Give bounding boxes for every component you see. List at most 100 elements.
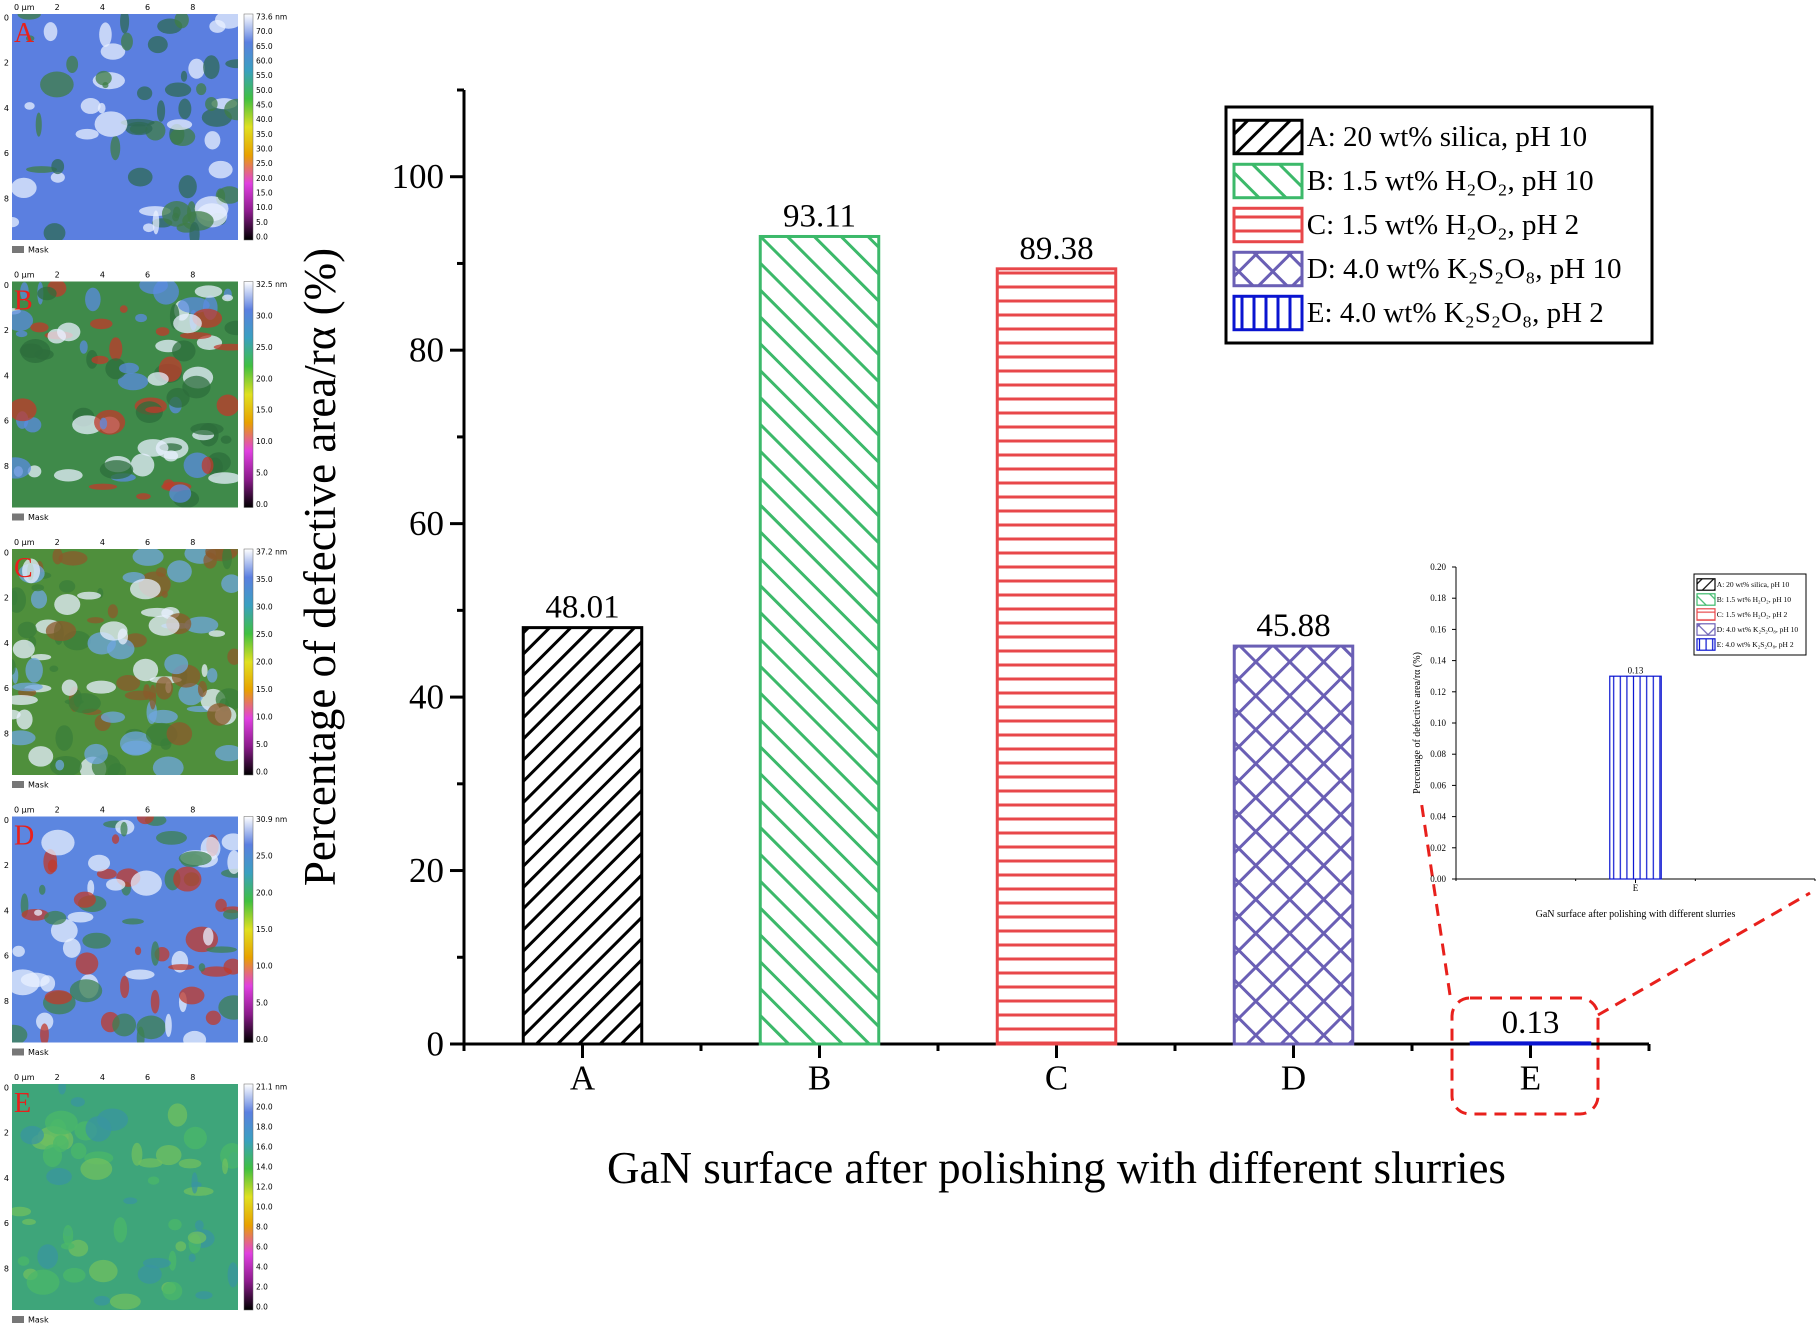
afm-feature: [88, 1259, 118, 1283]
afm-feature: [99, 460, 134, 480]
afm-feature: [45, 620, 77, 641]
afm-feature: [153, 281, 179, 305]
afm-feature: [222, 549, 232, 570]
y-tick-label: 0.20: [1430, 562, 1446, 572]
value-label: 0.13: [1628, 666, 1644, 676]
afm-y-label: 4: [4, 906, 9, 915]
colorbar-label: 32.5 nm: [256, 280, 287, 289]
colorbar-label: 10.0: [256, 962, 273, 971]
legend-label: B: 1.5 wt% H₂O₂, pH 10: [1717, 595, 1791, 604]
afm-y-label: 6: [4, 952, 9, 961]
afm-feature: [58, 1084, 66, 1095]
value-label: 48.01: [545, 590, 619, 626]
mask-swatch: [12, 1316, 24, 1323]
afm-feature: [121, 32, 133, 51]
afm-feature: [155, 676, 174, 700]
afm-feature: [140, 607, 174, 618]
afm-feature: [187, 1231, 207, 1244]
afm-feature: [102, 82, 109, 89]
afm-feature: [130, 870, 162, 896]
afm-y-label: 2: [4, 861, 9, 870]
bar: [758, 234, 881, 1046]
afm-y-label: 0: [4, 816, 9, 825]
afm-feature: [138, 1158, 163, 1168]
afm-feature: [223, 909, 238, 920]
afm-y-label: 2: [4, 594, 9, 603]
bar: [1469, 1041, 1592, 1046]
afm-feature: [168, 1250, 177, 1271]
afm-panel: 0 µm 2 4 6 8 0 2 4 6 8 A 73.6 nm 70.0 65.0 60.0 55.0 50.…: [4, 3, 287, 255]
afm-feature: [87, 879, 95, 896]
afm-feature: [143, 223, 155, 233]
afm-feature: [204, 131, 221, 150]
afm-feature: [216, 394, 238, 417]
legend-swatch: [1696, 608, 1716, 621]
colorbar-label: 5.0: [256, 740, 268, 749]
afm-x-label: 2: [55, 271, 60, 280]
afm-feature: [24, 102, 35, 110]
legend-label: D: 4.0 wt% K₂S₂O₈, pH 10: [1307, 253, 1622, 285]
afm-feature: [80, 1158, 113, 1180]
afm-feature: [111, 834, 120, 844]
afm-y-label: 2: [4, 59, 9, 68]
afm-feature: [168, 964, 195, 971]
afm-feature: [47, 328, 67, 344]
afm-feature: [27, 465, 42, 478]
mask-swatch: [12, 513, 24, 521]
legend-swatch: [1696, 623, 1716, 636]
afm-feature: [222, 1158, 229, 1175]
mask-swatch: [12, 781, 24, 788]
y-tick-label: 0.08: [1430, 749, 1446, 759]
afm-feature: [37, 1244, 59, 1269]
afm-feature: [19, 343, 43, 358]
afm-feature: [110, 135, 121, 161]
afm-feature: [46, 1167, 72, 1186]
colorbar-label: 73.6 nm: [256, 13, 287, 22]
colorbar-label: 10.0: [256, 1203, 273, 1212]
afm-feature: [157, 100, 166, 122]
afm-feature: [180, 70, 188, 82]
afm-feature: [87, 617, 104, 624]
afm-feature: [201, 664, 208, 677]
afm-y-label: 4: [4, 104, 9, 113]
afm-x-label: 8: [190, 538, 195, 547]
afm-y-label: 4: [4, 1174, 9, 1183]
legend-label: C: 1.5 wt% H₂O₂, pH 2: [1717, 610, 1788, 619]
colorbar-label: 25.0: [256, 852, 273, 861]
afm-feature: [93, 1295, 110, 1306]
afm-y-label: 8: [4, 1264, 9, 1273]
colorbar: [243, 1083, 254, 1311]
colorbar-label: 10.0: [256, 203, 273, 212]
afm-feature: [34, 909, 43, 916]
afm-feature: [208, 472, 238, 484]
afm-feature: [25, 657, 43, 683]
colorbar-label: 12.0: [256, 1183, 273, 1192]
afm-x-label: 6: [145, 271, 150, 280]
afm-feature: [203, 55, 220, 80]
afm-feature: [215, 898, 227, 912]
afm-feature: [122, 918, 144, 925]
afm-feature: [135, 313, 147, 323]
colorbar-label: 8.0: [256, 1223, 268, 1232]
y-tick-label: 0.18: [1430, 593, 1446, 603]
afm-feature: [203, 927, 214, 946]
afm-feature: [68, 1239, 89, 1257]
afm-feature: [215, 14, 238, 29]
afm-texture: [12, 816, 238, 1043]
afm-feature: [67, 911, 94, 923]
afm-feature: [12, 1206, 32, 1217]
afm-x-label: 6: [145, 1073, 150, 1082]
afm-feature: [51, 158, 65, 175]
colorbar-label: 40.0: [256, 115, 273, 124]
colorbar-label: 15.0: [256, 685, 273, 694]
afm-feature: [60, 1242, 75, 1250]
afm-feature: [100, 711, 126, 723]
afm-feature: [12, 709, 21, 720]
colorbar-label: 5.0: [256, 998, 268, 1007]
mask-label: Mask: [28, 246, 49, 255]
afm-feature: [68, 693, 101, 714]
colorbar-label: 50.0: [256, 86, 273, 95]
afm-feature: [191, 1172, 198, 1194]
afm-feature: [131, 1142, 143, 1166]
colorbar-label: 0.0: [256, 1303, 268, 1312]
